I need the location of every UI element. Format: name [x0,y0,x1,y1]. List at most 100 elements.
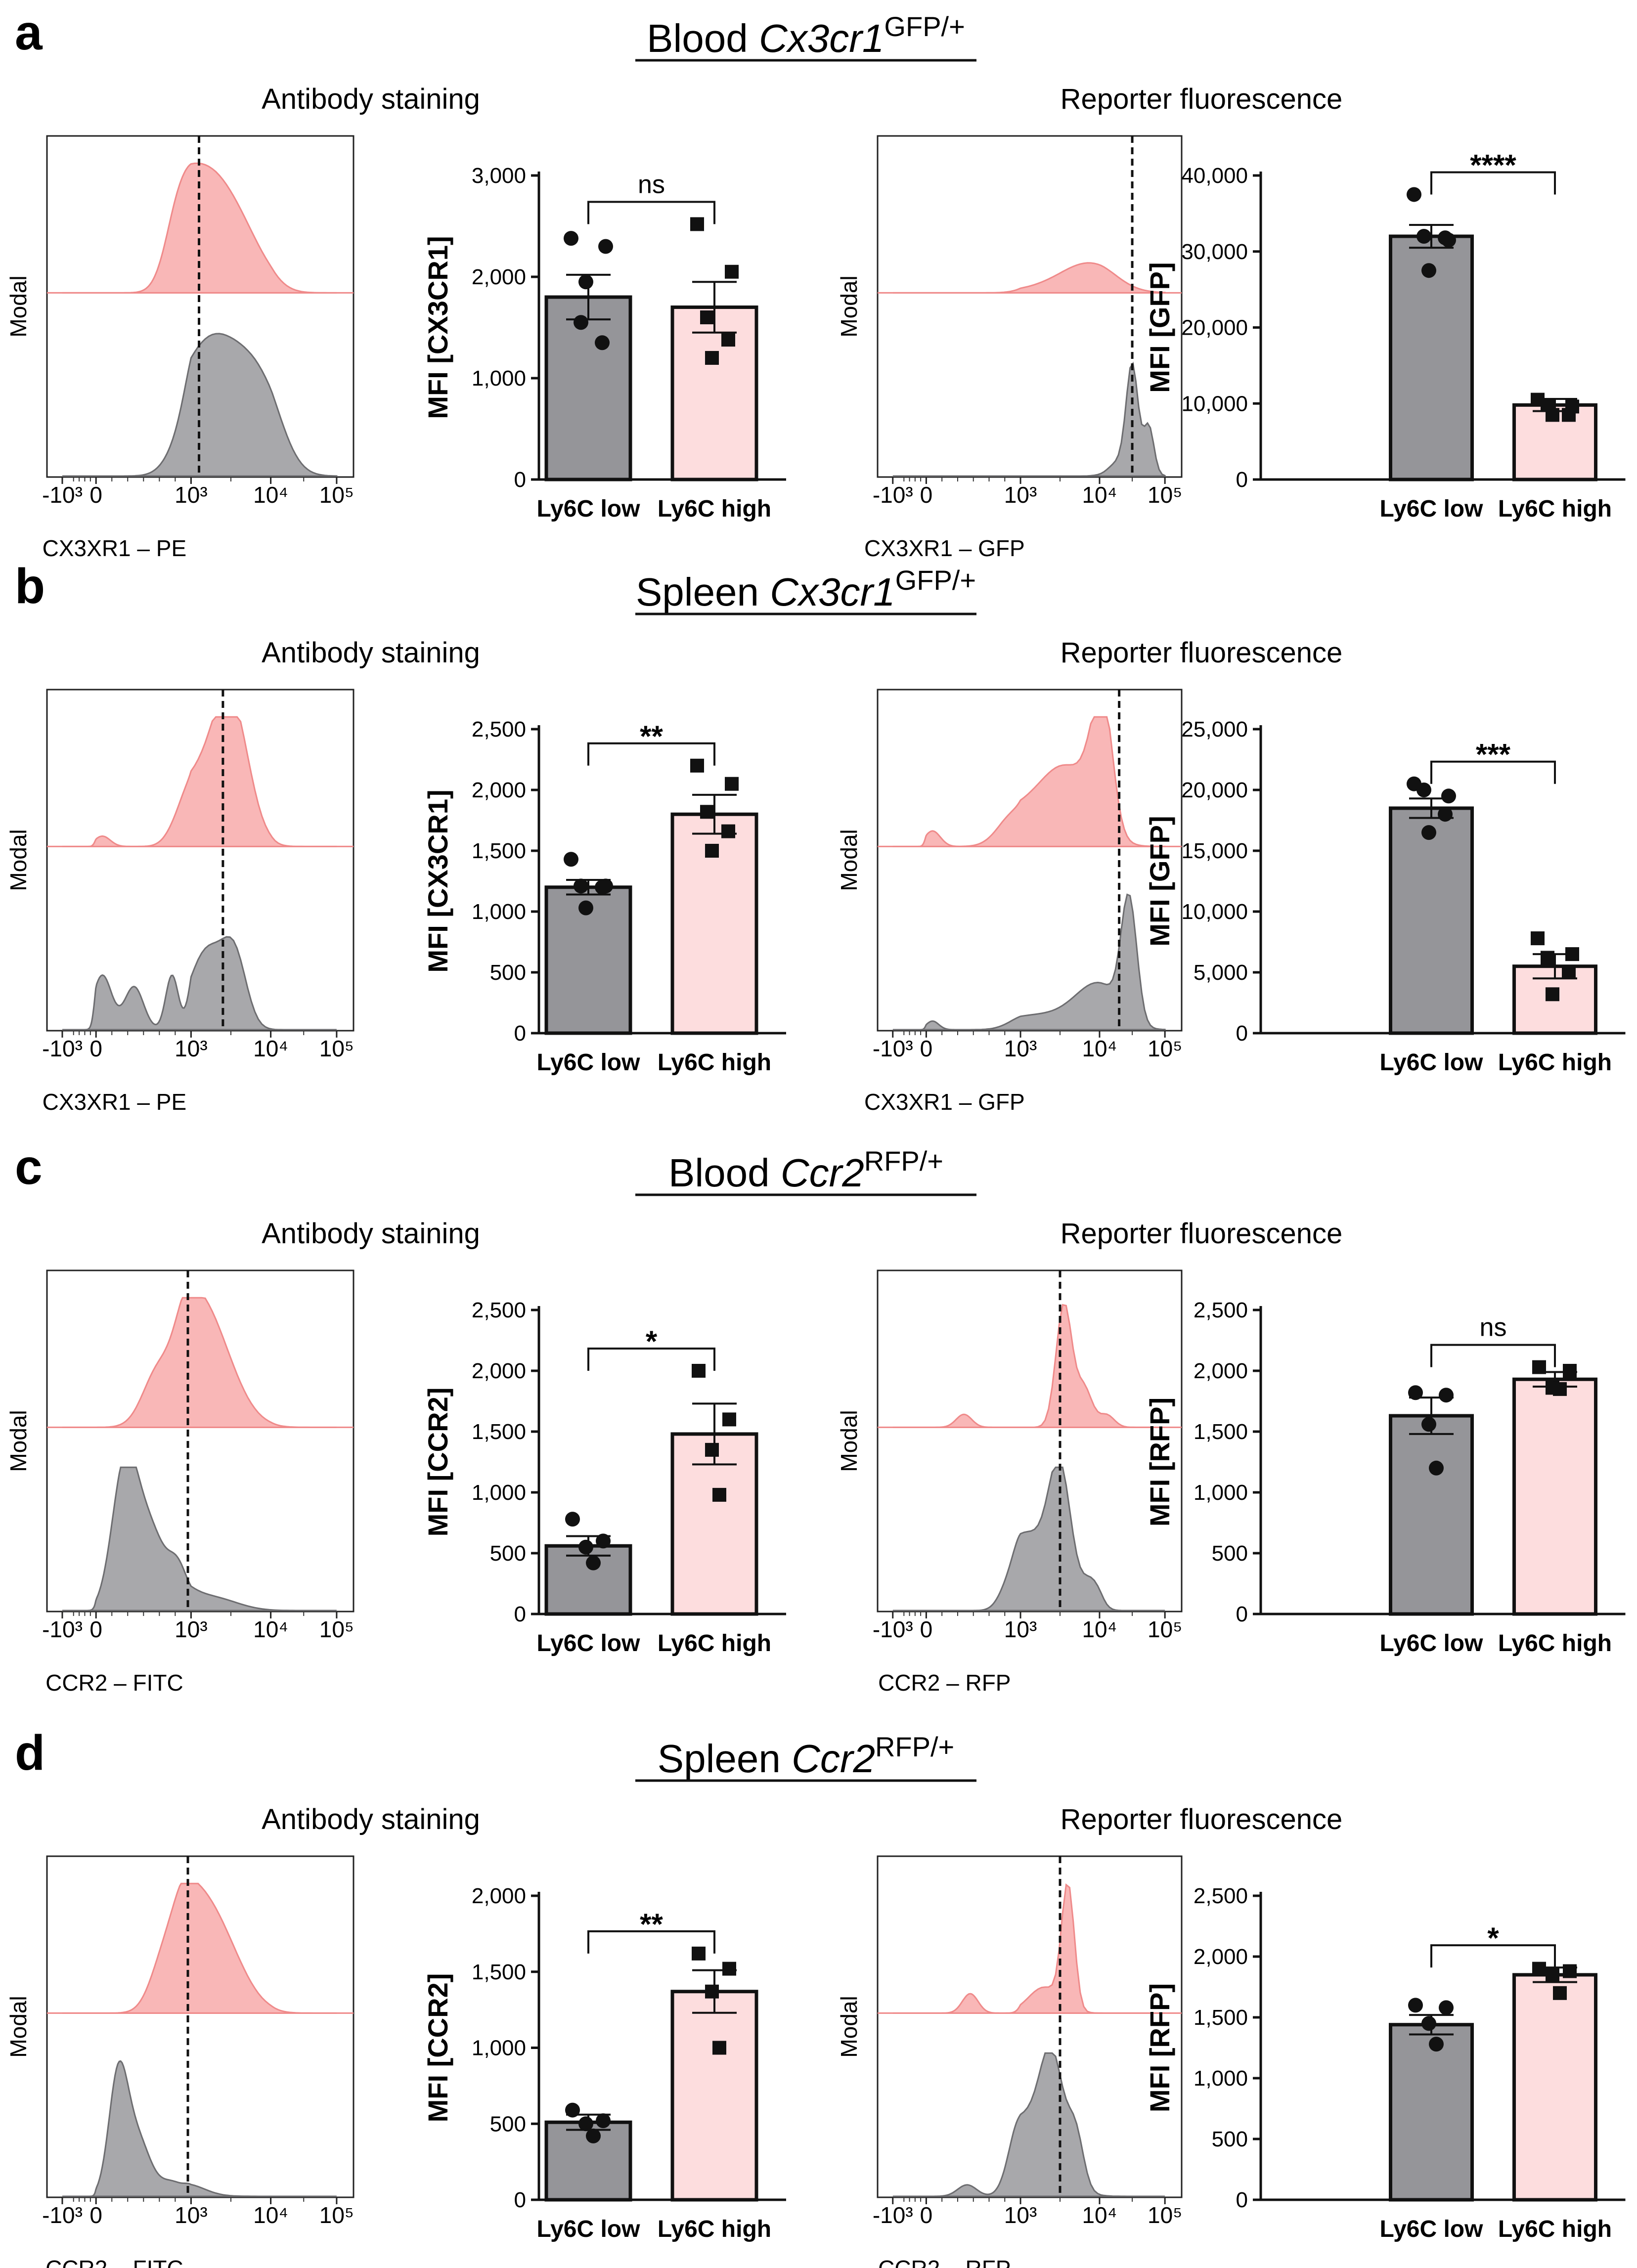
bar-y-tick-label: 1,000 [472,2036,526,2060]
data-point-ly6c-low [1421,825,1436,840]
bar-y-tick-label: 3,000 [472,164,526,188]
title-superscript: RFP/+ [875,1731,954,1762]
title-gene: Cx3cr1 [770,570,895,614]
histogram-x-label: CCR2 – FITC [45,2256,183,2268]
data-point-ly6c-low [1438,807,1453,822]
bar-category-label: Ly6C low [537,2216,641,2242]
histogram-x-label: CCR2 – RFP [878,2256,1011,2268]
bar-ly6c-high [1512,1973,1597,2202]
histogram-series-ly6c-high [62,1882,337,2014]
histogram-d-right: -10³ 0 10³ 10⁴ 10⁵ Modal CCR2 – RFP [836,1855,1183,2268]
significance-bracket [587,742,715,766]
histogram-x-label: CX3XR1 – PE [43,1089,186,1115]
data-point-ly6c-high [1563,1364,1577,1378]
significance-bracket [1430,1344,1556,1367]
bar-y-tick-label: 1,000 [472,1481,526,1505]
title-prefix: Spleen [658,1737,792,1781]
bar-y-tick-label: 15,000 [1181,839,1248,863]
histogram-y-label: Modal [5,1410,31,1472]
data-point-ly6c-low [1438,230,1453,246]
histogram-series-ly6c-low [892,2052,1165,2197]
data-point-ly6c-high [725,777,739,791]
data-point-ly6c-low [574,878,588,894]
histogram-y-label: Modal [5,1996,31,2057]
data-point-ly6c-low [564,231,578,246]
bar-y-tick-label: 500 [490,1541,526,1566]
data-point-ly6c-high [722,1962,736,1976]
panel-letter: a [15,5,43,60]
histogram-series-ly6c-low [62,936,337,1031]
bar-y-tick-label: 0 [514,1021,526,1046]
subtitle-antibody-staining: Antibody staining [262,83,480,115]
bar-category-label: Ly6C low [1380,1630,1484,1657]
bar-y-tick-label: 0 [1236,468,1248,492]
bar-y-tick-label: 2,500 [472,1298,526,1322]
histogram-b-left: -10³ 0 10³ 10⁴ 10⁵ Modal CX3XR1 – PE [5,689,354,1115]
bar-chart-a-left: 0 1,000 2,000 3,000 MFI [CX3CR1] Ly6C low Ly6C… [422,164,786,522]
histogram-frame [46,689,354,1032]
histogram-series-ly6c-low [62,333,338,477]
subtitle-antibody-staining: Antibody staining [262,1803,480,1835]
data-point-ly6c-high [1546,1967,1559,1982]
title-superscript: GFP/+ [884,11,965,42]
data-point-ly6c-low [1439,2000,1454,2015]
panel-title: Spleen Ccr2RFP/+ [658,1731,955,1781]
panel-a: a Blood Cx3cr1GFP/+ Antibody staining Repor… [15,5,1342,115]
histogram-b-right: -10³ 0 10³ 10⁴ 10⁵ Modal CX3XR1 – GFP [836,689,1183,1115]
title-superscript: GFP/+ [895,565,976,596]
data-point-ly6c-low [578,1539,593,1555]
histogram-tick-label: 0 [89,2202,102,2228]
histogram-a-left: -10³ 0 10³ 10⁴ 10⁵ Modal CX3XR1 – PE [5,135,354,561]
histogram-x-label: CCR2 – RFP [878,1670,1011,1696]
data-point-ly6c-high [1546,408,1559,422]
histogram-x-label: CCR2 – FITC [45,1670,183,1696]
histogram-series-ly6c-high [892,262,1166,294]
data-point-ly6c-high [700,805,714,819]
bar-chart-d-right: 0 500 1,000 1,500 2,000 2,500 MFI [RFP] Ly6C lo… [1144,1884,1626,2242]
bar-y-tick-label: 5,000 [1194,960,1248,985]
data-point-ly6c-low [1421,263,1436,278]
histogram-tick-label: 10⁴ [253,1036,288,1061]
data-point-ly6c-low [595,335,610,350]
bar-y-tick-label: 0 [514,2188,526,2212]
data-point-ly6c-high [725,264,739,279]
significance-bracket [587,1348,715,1371]
bar-y-tick-label: 2,000 [1194,1945,1248,1969]
histogram-tick-label: 0 [920,1616,933,1642]
bar-y-label: MFI [RFP] [1144,1983,1175,2112]
histogram-y-label: Modal [5,275,31,337]
title-prefix: Blood [647,16,759,60]
subtitle-reporter-fluorescence: Reporter fluorescence [1061,1218,1343,1250]
bar-y-tick-label: 2,500 [472,717,526,741]
histogram-tick-label: 10⁴ [253,482,288,508]
histogram-tick-label: -10³ [873,2202,913,2228]
data-point-ly6c-low [596,1533,611,1549]
bar-y-label: MFI [CCR2] [422,1973,453,2123]
title-gene: Ccr2 [792,1737,875,1781]
bar-category-label: Ly6C high [1498,1049,1612,1076]
bar-y-tick-label: 2,000 [472,265,526,289]
data-point-ly6c-high [1546,987,1559,1002]
histogram-tick-label: 10³ [175,482,207,508]
bar-y-label: MFI [CX3CR1] [422,236,453,419]
histogram-series-ly6c-high [892,1304,1165,1428]
histogram-tick-label: -10³ [873,1036,913,1061]
panel-title: Spleen Cx3cr1GFP/+ [636,565,976,614]
bar-y-tick-label: 2,000 [1194,1359,1248,1383]
bar-category-label: Ly6C high [1498,1630,1612,1657]
data-point-ly6c-low [578,2116,593,2132]
panel-letter: b [15,559,45,614]
data-point-ly6c-high [721,333,735,347]
bar-category-label: Ly6C low [1380,2216,1484,2242]
data-point-ly6c-low [564,852,578,867]
histogram-tick-label: 10³ [1004,1036,1037,1061]
data-point-ly6c-low [565,1512,580,1527]
data-point-ly6c-high [1553,1986,1567,2000]
bar-y-tick-label: 0 [514,468,526,492]
histogram-frame [877,1269,1183,1613]
histogram-series-ly6c-high [892,1883,1165,2014]
bar-category-label: Ly6C low [537,1049,641,1076]
histogram-tick-label: 0 [89,482,102,508]
histogram-tick-label: 10⁵ [319,1036,354,1061]
